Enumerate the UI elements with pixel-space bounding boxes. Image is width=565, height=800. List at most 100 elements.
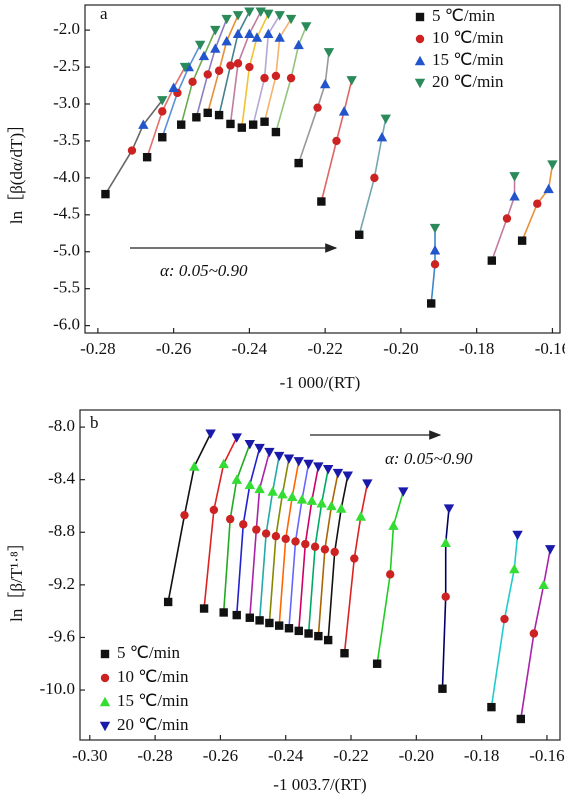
panel-label: b: [90, 413, 99, 432]
marker-triangle-down: [313, 462, 324, 472]
marker-triangle-down: [274, 11, 285, 21]
marker-triangle-down: [194, 40, 206, 51]
x-tick-label: -0.16: [529, 746, 564, 765]
marker-triangle-down: [283, 454, 295, 464]
marker-square: [317, 197, 326, 206]
fit-line: [278, 461, 300, 626]
marker-triangle-down: [303, 459, 314, 470]
marker-circle: [386, 570, 395, 579]
marker-triangle-up: [355, 511, 367, 521]
fit-line: [430, 228, 436, 304]
legend-label: 15 ℃/min: [117, 691, 189, 710]
marker-square: [142, 152, 152, 162]
legend-label: 10 ℃/min: [117, 667, 189, 686]
x-tick-label: -0.26: [156, 339, 191, 358]
marker-circle: [226, 61, 235, 70]
marker-square: [177, 120, 186, 129]
marker-square: [304, 629, 313, 638]
marker-square: [516, 714, 526, 724]
marker-square: [226, 119, 235, 129]
fit-line: [490, 534, 519, 708]
y-axis-label: ln［β(dα/dT)］: [7, 116, 26, 224]
x-axis-label: -1 003.7/(RT): [273, 775, 366, 794]
marker-triangle-up: [388, 520, 399, 530]
legend-label: 10 ℃/min: [432, 28, 504, 47]
marker-square: [438, 684, 447, 693]
legend-label: 15 ℃/min: [432, 50, 504, 69]
marker-square: [284, 624, 294, 633]
fit-line: [275, 26, 307, 133]
marker-circle: [350, 554, 359, 563]
marker-square: [487, 256, 497, 265]
marker-circle: [260, 73, 269, 83]
fit-line: [180, 29, 217, 125]
fit-line: [358, 118, 387, 235]
marker-circle: [441, 592, 450, 601]
marker-triangle-up: [287, 491, 298, 501]
marker-square: [271, 127, 281, 137]
y-tick-label: -8.0: [48, 416, 75, 435]
marker-square: [415, 12, 425, 22]
marker-triangle-down: [244, 439, 255, 450]
marker-triangle-up: [231, 474, 242, 484]
marker-triangle-up: [254, 483, 265, 494]
marker-triangle-up: [338, 106, 350, 116]
marker-square: [314, 631, 323, 641]
marker-triangle-up: [336, 503, 347, 513]
y-tick-label: -4.0: [53, 167, 80, 186]
marker-triangle-up: [244, 479, 255, 490]
marker-square: [237, 123, 247, 132]
y-tick-label: -9.2: [48, 574, 75, 593]
x-tick-label: -0.24: [232, 339, 268, 358]
fit-line: [222, 443, 251, 613]
marker-square: [245, 613, 254, 622]
marker-circle: [100, 673, 110, 683]
marker-circle: [332, 136, 341, 146]
x-tick-label: -0.20: [383, 339, 418, 358]
marker-square: [100, 649, 110, 659]
marker-triangle-down: [244, 7, 255, 17]
fit-line: [263, 18, 292, 122]
y-tick-label: -10.0: [40, 679, 75, 698]
y-tick-label: -5.5: [53, 278, 80, 297]
x-tick-label: -0.26: [203, 746, 238, 765]
x-tick-label: -0.16: [535, 339, 565, 358]
plot-frame: [84, 4, 561, 334]
marker-circle: [286, 73, 296, 83]
y-tick-label: -2.5: [53, 56, 80, 75]
y-tick-label: -8.8: [48, 521, 75, 540]
marker-circle: [502, 214, 512, 223]
x-tick-label: -0.28: [137, 746, 172, 765]
y-tick-label: -3.5: [53, 130, 80, 149]
marker-circle: [291, 537, 300, 546]
fit-line: [307, 469, 329, 634]
annotation: α: 0.05~0.90: [385, 449, 473, 468]
x-tick-label: -0.22: [333, 746, 368, 765]
annotation: α: 0.05~0.90: [160, 261, 248, 280]
marker-triangle-down: [264, 447, 275, 458]
marker-triangle-up: [440, 537, 451, 547]
fit-line: [146, 66, 186, 158]
fit-line: [376, 491, 405, 664]
marker-triangle-up: [277, 488, 288, 499]
fit-line: [297, 466, 320, 631]
marker-triangle-up: [543, 183, 554, 194]
marker-triangle-down: [293, 457, 304, 467]
marker-triangle-down: [332, 468, 344, 479]
marker-circle: [245, 62, 254, 72]
y-tick-label: -6.0: [53, 315, 80, 334]
marker-circle: [529, 629, 539, 638]
marker-circle: [188, 77, 197, 87]
marker-circle: [180, 510, 189, 520]
marker-triangle-up: [316, 498, 327, 508]
marker-triangle-down: [205, 429, 216, 439]
fit-line: [343, 483, 369, 654]
marker-triangle-down: [157, 96, 168, 106]
x-axis-label: -1 000/(RT): [280, 373, 361, 392]
fit-line: [195, 18, 228, 118]
marker-triangle-up: [263, 28, 274, 39]
fit-line: [218, 11, 251, 116]
x-tick-label: -0.18: [464, 746, 499, 765]
marker-square: [199, 604, 209, 613]
